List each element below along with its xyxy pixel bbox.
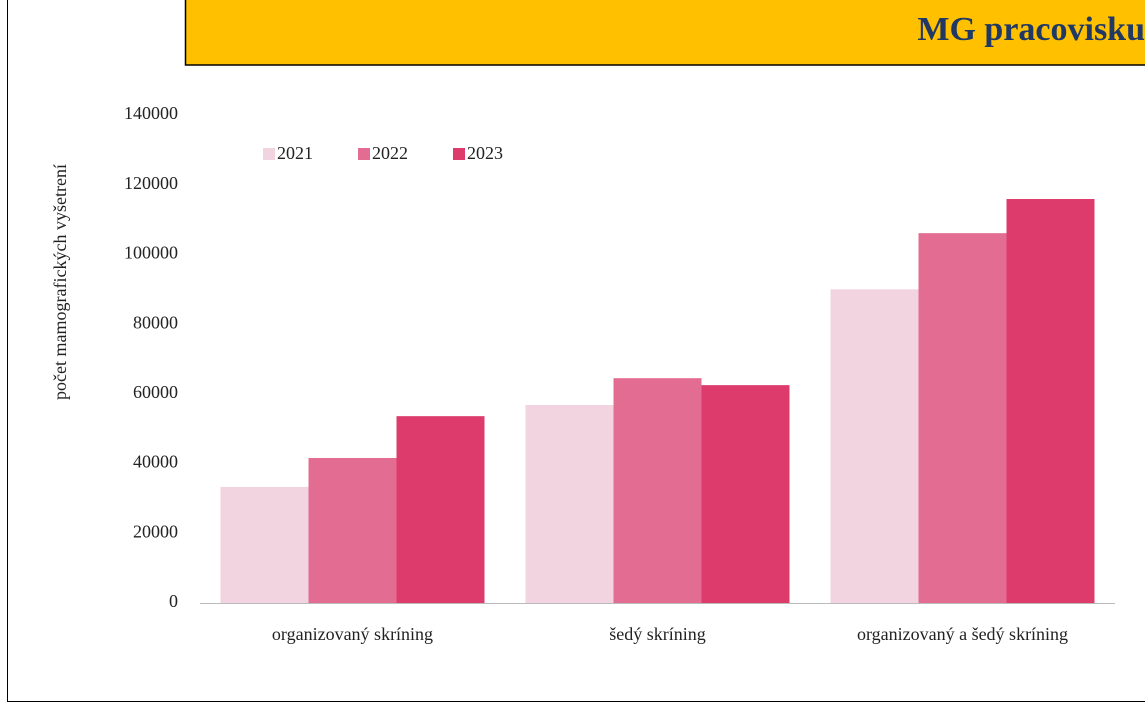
y-tick-label: 60000 [133,382,178,402]
legend-label: 2022 [372,143,408,163]
bar [526,405,614,603]
x-tick-label: organizovaný skríning [272,624,433,644]
legend-swatch [358,148,370,160]
y-tick-label: 100000 [124,243,178,263]
legend-swatch [263,148,275,160]
bar [1007,199,1095,603]
y-tick-label: 40000 [133,452,178,472]
y-axis-label: počet mamografických vyšetrení [50,164,70,400]
legend-swatch [453,148,465,160]
y-tick-label: 120000 [124,173,178,193]
bar [831,289,919,603]
bar [397,416,485,603]
legend-label: 2021 [277,143,313,163]
x-tick-label: organizovaný a šedý skríning [857,624,1068,644]
chart-title: MG pracovisku [917,11,1145,48]
y-tick-label: 20000 [133,521,178,541]
y-tick-label: 0 [169,591,178,611]
y-tick-label: 80000 [133,312,178,332]
bar [309,458,397,603]
bar [221,487,309,603]
y-tick-label: 140000 [124,103,178,123]
bar [702,385,790,603]
bar [919,233,1007,603]
bar [614,378,702,603]
legend-label: 2023 [467,143,503,163]
x-tick-label: šedý skríning [609,624,706,644]
